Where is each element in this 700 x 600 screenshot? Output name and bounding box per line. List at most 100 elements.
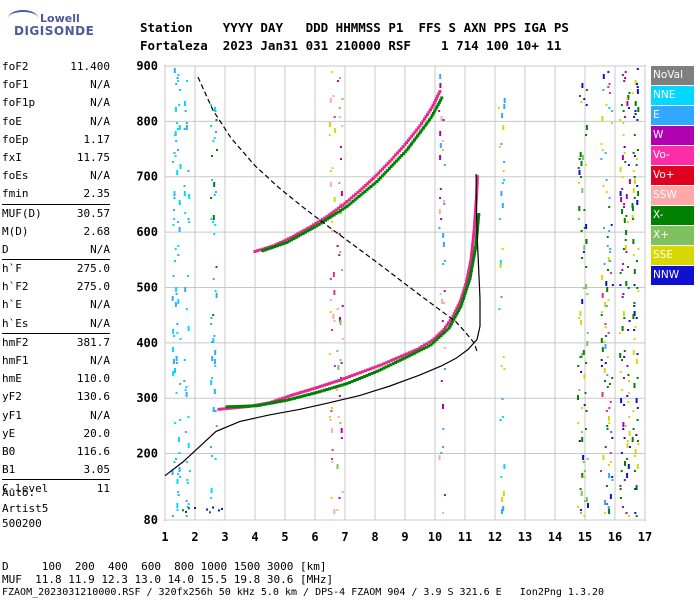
noise-dot (634, 101, 637, 106)
echo-point (444, 325, 447, 329)
noise-dot (206, 508, 208, 511)
echo-point (454, 313, 458, 317)
noise-dot (185, 500, 188, 502)
echo-point (461, 291, 465, 295)
noise-dot (607, 332, 610, 334)
param-label: B1 (2, 463, 16, 477)
echo-point (471, 243, 475, 247)
noise-dot (580, 230, 583, 232)
echo-point (470, 264, 474, 268)
noise-dot (601, 392, 604, 397)
echo-point (318, 390, 321, 394)
noise-dot (439, 293, 442, 295)
noise-dot (502, 491, 505, 496)
noise-dot (622, 311, 625, 316)
noise-dot (623, 218, 626, 223)
noise-dot (171, 296, 174, 301)
echo-point (473, 220, 477, 224)
echo-point (375, 173, 379, 177)
noise-dot (620, 104, 623, 106)
logo-lowell: Lowell (40, 12, 80, 25)
echo-point (474, 205, 478, 208)
noise-dot (633, 338, 636, 340)
noise-dot (609, 494, 612, 499)
echo-point (474, 207, 478, 211)
param-row: h`E N/A (2, 296, 110, 314)
noise-dot (502, 125, 505, 130)
noise-dot (626, 443, 629, 448)
param-row: foEs N/A (2, 167, 110, 185)
echo-point (477, 213, 481, 216)
echo-point (305, 227, 309, 231)
echo-point (348, 381, 351, 385)
noise-dot (633, 329, 636, 331)
echo-point (324, 218, 328, 222)
echo-point (309, 224, 313, 228)
noise-dot (210, 218, 213, 220)
noise-dot (606, 425, 609, 427)
echo-point (278, 400, 281, 404)
echo-point (393, 161, 397, 165)
noise-dot (187, 275, 189, 277)
echo-point (284, 238, 288, 242)
noise-dot (633, 269, 636, 274)
echo-point (364, 183, 368, 187)
echo-point (300, 229, 304, 233)
echo-point (469, 269, 473, 273)
echo-point (474, 210, 477, 214)
echo-point (408, 144, 412, 148)
noise-dot (333, 365, 336, 367)
param-row: foEp 1.17 (2, 131, 110, 149)
echo-point (240, 404, 244, 408)
echo-point (453, 315, 457, 319)
noise-dot (176, 503, 179, 508)
noise-dot (626, 221, 629, 223)
echo-point (266, 247, 270, 251)
noise-dot (177, 299, 180, 304)
param-value: N/A (90, 298, 110, 312)
echo-point (448, 324, 452, 328)
echo-point (310, 226, 314, 230)
echo-point (437, 335, 441, 339)
echo-point (275, 400, 279, 404)
noise-dot (333, 320, 336, 322)
echo-point (382, 362, 386, 366)
echo-point (474, 243, 478, 247)
echo-point (423, 343, 426, 347)
noise-dot (173, 191, 176, 196)
echo-point (426, 112, 429, 116)
noise-dot (581, 83, 584, 88)
param-label: h`F (2, 262, 22, 276)
echo-point (432, 337, 436, 341)
noise-dot (441, 299, 444, 304)
param-row: fmin 2.35 (2, 185, 110, 203)
echo-point (369, 178, 373, 182)
echo-point (431, 111, 435, 115)
noise-dot (172, 329, 175, 334)
noise-dot (186, 482, 189, 484)
echo-point (472, 225, 476, 229)
noise-dot (177, 149, 179, 151)
echo-point (275, 244, 279, 248)
echo-point (437, 100, 441, 104)
echo-point (314, 222, 318, 225)
echo-point (440, 96, 444, 100)
noise-dot (171, 470, 174, 475)
noise-dot (604, 344, 607, 349)
noise-dot (210, 317, 213, 319)
echo-point (358, 371, 362, 375)
noise-dot (173, 152, 176, 154)
echo-point (414, 136, 418, 140)
noise-dot (442, 233, 445, 238)
noise-dot (624, 245, 627, 250)
echo-point (420, 122, 423, 125)
noise-dot (635, 317, 638, 319)
noise-dot (438, 227, 441, 229)
param-label: D (2, 242, 9, 256)
noise-dot (174, 260, 176, 262)
noise-dot (620, 470, 623, 472)
noise-dot (600, 359, 603, 361)
noise-dot (173, 461, 176, 463)
noise-dot (443, 290, 446, 292)
noise-dot (183, 359, 186, 361)
